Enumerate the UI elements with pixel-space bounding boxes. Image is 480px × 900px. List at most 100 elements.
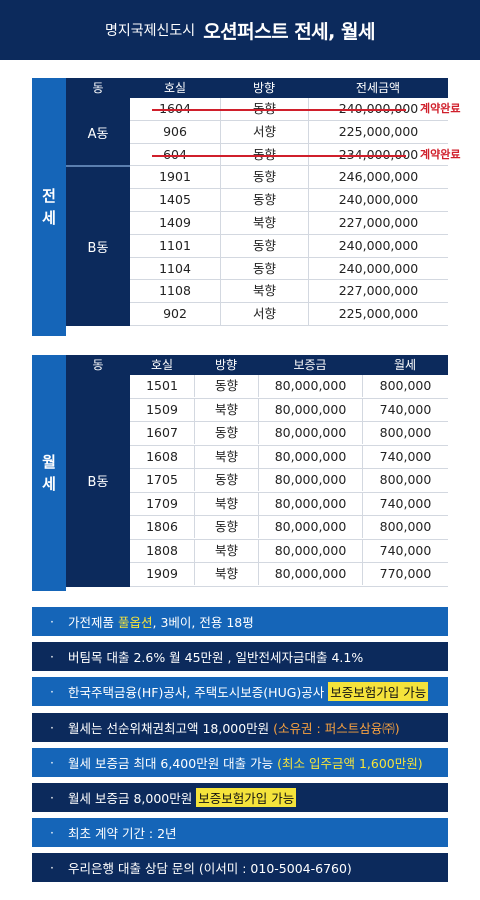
- table-row: 1501 동향 80,000,000 800,000: [130, 375, 448, 399]
- note-text: 보증보험가입 가능: [196, 788, 297, 807]
- table-row: 1901 동향 246,000,000: [130, 166, 448, 190]
- direction-cell: 서향: [220, 120, 308, 143]
- table-row: 1808 북향 80,000,000 740,000: [130, 539, 448, 563]
- unit-cell: 1501: [146, 378, 178, 393]
- direction-cell: 북향: [194, 445, 258, 468]
- col-rent: 월세: [393, 358, 417, 372]
- price-cell: 246,000,000: [308, 166, 448, 189]
- price-cell: 225,000,000: [308, 120, 448, 143]
- col-direction: 방향: [214, 358, 238, 372]
- price-cell: 240,000,000: [308, 189, 448, 212]
- wolse-side-label: 월 세: [32, 355, 66, 591]
- price-cell: 240,000,000: [308, 234, 448, 257]
- unit-cell: 1705: [146, 472, 178, 487]
- table-row: 1806 동향 80,000,000 800,000: [130, 516, 448, 540]
- header-title: 오션퍼스트 전세, 월세: [203, 20, 375, 43]
- info-note: · 월세 보증금 최대 6,400만원 대출 가능 (최소 입주금액 1,600만…: [32, 747, 448, 777]
- table-row: 1705 동향 80,000,000 800,000: [130, 469, 448, 493]
- table-row: 906 서향 225,000,000: [130, 120, 448, 144]
- col-deposit: 보증금: [293, 358, 327, 372]
- direction-cell: 동향: [220, 257, 308, 280]
- table-row: 1409 북향 227,000,000: [130, 212, 448, 235]
- unit-cell: 1608: [146, 448, 178, 464]
- col-unit: 호실: [150, 358, 174, 372]
- direction-cell: 북향: [220, 212, 308, 234]
- strikethrough-line: [152, 154, 406, 157]
- deposit-cell: 80,000,000: [258, 516, 362, 538]
- table-row: 1104 동향 240,000,000: [130, 257, 448, 281]
- note-text: 최초 계약 기간 : 2년: [68, 826, 177, 842]
- info-note: · 가전제품 풀옵션, 3베이, 전용 18평: [32, 607, 448, 636]
- note-text: 풀옵션: [117, 615, 153, 630]
- note-text: (최소 입주금액 1,600만원): [277, 755, 423, 771]
- col-dong: 동: [92, 81, 104, 95]
- info-note: · 우리은행 대출 상담 문의 (이서미 : 010-5004-6760): [32, 853, 448, 883]
- unit-cell: 1604: [130, 98, 220, 120]
- page-header: 명지국제신도시 오션퍼스트 전세, 월세: [0, 0, 480, 60]
- unit-cell: 1607: [146, 425, 178, 440]
- direction-cell: 동향: [194, 469, 258, 491]
- note-text: 버팀목 대출 2.6% 월 45만원 , 일반전세자금대출 4.1%: [68, 650, 364, 666]
- info-note: · 버팀목 대출 2.6% 월 45만원 , 일반전세자금대출 4.1%: [32, 642, 448, 672]
- unit-cell: 1806: [146, 519, 178, 534]
- direction-cell: 서향: [220, 303, 308, 326]
- bullet-icon: ·: [50, 825, 54, 841]
- direction-cell: 북향: [194, 539, 258, 562]
- direction-cell: 동향: [220, 189, 308, 212]
- table-row: 1709 북향 80,000,000 740,000: [130, 492, 448, 516]
- wolse-table: 월 세 동 호실 방향 보증금 월세 B동 1501 동향 80,000,000 800…: [32, 355, 448, 591]
- direction-cell: 북향: [194, 492, 258, 515]
- unit-cell: 1909: [146, 566, 178, 581]
- header-subtitle: 명지국제신도시: [105, 23, 196, 39]
- direction-cell: 동향: [220, 166, 308, 189]
- dong-label: A동: [66, 98, 130, 167]
- bullet-icon: ·: [50, 649, 54, 665]
- direction-cell: 동향: [194, 375, 258, 397]
- rent-cell: 740,000: [362, 492, 448, 515]
- price-cell: 227,000,000: [308, 212, 448, 234]
- deposit-cell: 80,000,000: [258, 375, 362, 397]
- table-row: 1101 동향 240,000,000: [130, 234, 448, 258]
- unit-cell: 1709: [146, 495, 178, 511]
- table-row: 1405 동향 240,000,000: [130, 189, 448, 212]
- unit-cell: 1104: [159, 260, 191, 276]
- rent-cell: 740,000: [362, 445, 448, 468]
- col-unit: 호실: [163, 81, 187, 95]
- deposit-cell: 80,000,000: [258, 398, 362, 421]
- contract-complete-tag: 계약완료: [420, 102, 461, 115]
- rent-cell: 740,000: [362, 539, 448, 562]
- contract-complete-tag: 계약완료: [420, 147, 461, 161]
- note-text: 월세 보증금 8,000만원: [68, 791, 197, 806]
- unit-cell: 1509: [146, 401, 178, 417]
- direction-cell: 북향: [194, 563, 258, 585]
- jeonse-table: 전 세 동 호실 방향 전세금액 A동1604동향240,000,000계약완료…: [32, 78, 460, 336]
- col-direction: 방향: [252, 81, 276, 95]
- col-dong: 동: [92, 358, 104, 372]
- table-row: 1108 북향 227,000,000: [130, 280, 448, 304]
- direction-cell: 동향: [194, 516, 258, 538]
- rent-cell: 800,000: [362, 516, 448, 538]
- bullet-icon: ·: [50, 684, 54, 700]
- unit-cell: 604: [130, 144, 220, 166]
- table-row: 1509 북향 80,000,000 740,000: [130, 398, 448, 422]
- bullet-icon: ·: [50, 719, 54, 735]
- price-cell: 225,000,000: [308, 303, 448, 326]
- unit-cell: 1808: [146, 542, 178, 558]
- unit-cell: 1405: [159, 192, 191, 208]
- deposit-cell: 80,000,000: [258, 563, 362, 585]
- deposit-cell: 80,000,000: [258, 445, 362, 468]
- note-text: , 3베이, 전용 18평: [152, 615, 254, 630]
- direction-cell: 동향: [220, 234, 308, 257]
- table-row: 1909 북향 80,000,000 770,000: [130, 563, 448, 587]
- rent-cell: 800,000: [362, 422, 448, 444]
- direction-cell: 북향: [194, 398, 258, 421]
- unit-cell: 1409: [159, 215, 191, 230]
- note-text: 우리은행 대출 상담 문의 (이서미 : 010-5004-6760): [68, 861, 352, 877]
- dong-label: B동: [66, 166, 130, 326]
- jeonse-table-body: 동 호실 방향 전세금액 A동1604동향240,000,000계약완료906서…: [66, 78, 460, 336]
- bullet-icon: ·: [50, 754, 54, 770]
- jeonse-table-header: 동 호실 방향 전세금액: [66, 78, 448, 98]
- direction-cell: 동향: [194, 422, 258, 444]
